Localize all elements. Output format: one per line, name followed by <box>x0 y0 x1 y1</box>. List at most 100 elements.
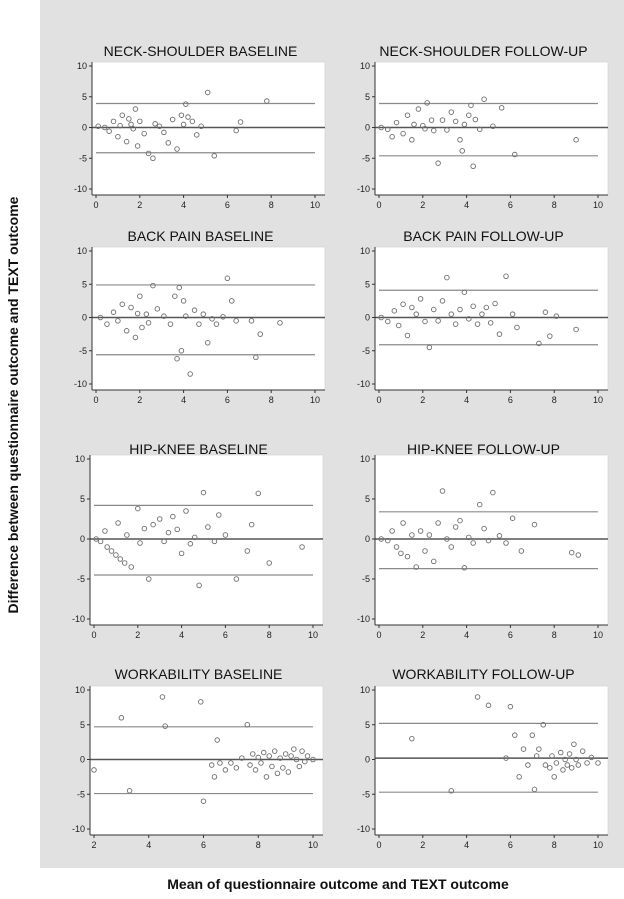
data-point <box>409 304 415 311</box>
data-point <box>211 774 218 780</box>
plot-area <box>91 246 326 391</box>
data-point <box>549 753 555 759</box>
data-point <box>119 301 126 307</box>
data-point <box>97 314 104 321</box>
data-point <box>389 528 395 534</box>
data-point <box>271 748 278 754</box>
data-point <box>200 798 207 804</box>
data-point <box>551 774 557 780</box>
data-point <box>128 304 134 311</box>
data-point <box>413 564 419 570</box>
y-tick-label: 5 <box>82 92 87 102</box>
data-point <box>422 125 428 132</box>
data-point <box>285 769 292 775</box>
data-point <box>224 275 231 282</box>
x-tick-label: 0 <box>376 200 381 210</box>
data-point <box>187 541 194 547</box>
panel-title: BACK PAIN FOLLOW-UP <box>403 228 564 244</box>
data-point <box>542 309 549 315</box>
panel-title: NECK-SHOULDER FOLLOW-UP <box>379 43 587 59</box>
data-point <box>123 328 130 334</box>
x-tick-label: 0 <box>376 395 381 405</box>
data-point <box>509 515 516 521</box>
chart-panel: 10 5 0 -5 -10 0 2 4 6 8 10 WORKABILITY FOLLOW-UP <box>357 666 609 850</box>
data-point <box>302 758 308 765</box>
data-point <box>108 548 115 554</box>
data-point <box>512 151 518 158</box>
data-point <box>233 765 240 771</box>
figure-x-axis-label: Mean of questionnaire outcome and TEXT o… <box>167 876 509 892</box>
data-point <box>118 715 125 721</box>
data-point <box>134 143 141 149</box>
data-point <box>248 318 255 324</box>
data-point <box>93 536 99 542</box>
data-point <box>452 524 459 530</box>
data-point <box>260 749 267 756</box>
panel-title: WORKABILITY BASELINE <box>115 666 283 682</box>
data-point <box>104 544 110 550</box>
x-tick-label: 6 <box>225 200 230 210</box>
data-point <box>461 121 468 128</box>
y-tick-label: -5 <box>362 153 370 163</box>
x-tick-label: 10 <box>593 395 603 405</box>
data-point <box>132 106 139 112</box>
data-point <box>378 536 384 542</box>
data-point <box>457 137 463 143</box>
chart-panel: 10 5 0 -5 -10 0 2 4 6 8 10 NECK-SHOULDER BASELINE <box>74 43 326 210</box>
y-tick-label: 10 <box>360 246 370 256</box>
data-point <box>169 116 176 123</box>
data-point <box>258 760 264 766</box>
data-point <box>113 552 119 558</box>
y-tick-label: 5 <box>80 720 85 730</box>
x-tick-label: 0 <box>376 840 381 850</box>
y-tick-label: 0 <box>365 123 370 133</box>
y-tick-label: 10 <box>360 61 370 71</box>
x-tick-label: 2 <box>91 840 96 850</box>
data-point <box>459 148 465 154</box>
data-point <box>444 127 450 133</box>
data-point <box>139 324 145 331</box>
data-point <box>274 770 281 777</box>
data-point <box>426 532 433 538</box>
x-tick-label: 4 <box>464 630 469 640</box>
plot-area <box>91 61 326 196</box>
data-point <box>409 137 415 143</box>
data-point <box>178 550 185 557</box>
data-point <box>266 560 272 566</box>
x-tick-label: 0 <box>93 200 98 210</box>
data-point <box>134 310 141 317</box>
data-point <box>512 732 518 738</box>
data-point <box>474 694 481 700</box>
data-point <box>400 520 406 526</box>
y-tick-label: -5 <box>77 789 85 799</box>
data-point <box>264 98 270 104</box>
y-tick-label: -10 <box>357 184 370 194</box>
y-tick-label: 5 <box>80 494 85 504</box>
data-point <box>481 525 487 532</box>
data-point <box>579 748 586 754</box>
data-point <box>233 576 240 582</box>
data-point <box>310 756 316 763</box>
data-point <box>411 121 417 128</box>
y-tick-label: 5 <box>365 720 370 730</box>
y-tick-label: 10 <box>75 685 85 695</box>
data-point <box>200 311 207 317</box>
data-point <box>385 126 391 133</box>
chart-panel: 10 5 0 -5 -10 0 2 4 6 8 10 NECK-SHOULDER FOLLOW-UP <box>357 43 609 210</box>
data-point <box>481 96 487 102</box>
data-point <box>422 548 428 554</box>
x-tick-label: 8 <box>269 395 274 405</box>
y-tick-label: -5 <box>362 574 370 584</box>
data-point <box>115 133 121 140</box>
data-point <box>248 521 255 528</box>
data-point <box>520 746 527 752</box>
x-tick-label: 10 <box>310 200 320 210</box>
y-tick-label: 0 <box>365 755 370 765</box>
chart-panel: 10 5 0 -5 -10 0 2 4 6 8 10 BACK PAIN FOLLOW-UP <box>357 228 609 405</box>
x-tick-label: 6 <box>225 395 230 405</box>
x-tick-label: 10 <box>593 840 603 850</box>
data-point <box>145 576 152 582</box>
data-point <box>247 762 253 768</box>
data-point <box>562 756 568 763</box>
